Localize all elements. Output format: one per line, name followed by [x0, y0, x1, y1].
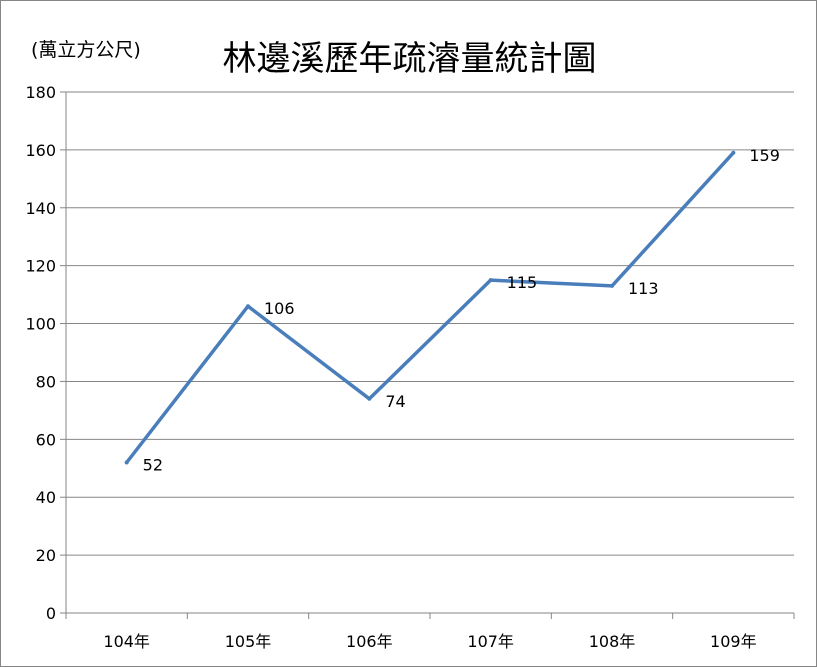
data-point	[731, 150, 736, 155]
data-point	[246, 304, 250, 309]
y-tick-label: 80	[36, 372, 56, 391]
chart-title: 林邊溪歷年疏濬量統計圖	[222, 39, 597, 79]
data-label: 113	[628, 279, 659, 298]
data-label: 159	[749, 146, 780, 165]
y-tick-label: 160	[25, 141, 56, 160]
x-tick-label: 107年	[467, 632, 514, 651]
y-unit-label: (萬立方公尺)	[31, 39, 141, 61]
data-label: 115	[507, 273, 538, 292]
data-label: 52	[143, 455, 163, 474]
series-line	[124, 151, 736, 465]
y-tick-label: 100	[25, 315, 56, 334]
x-tick-label: 104年	[103, 632, 150, 651]
data-point	[367, 396, 372, 401]
y-tick-label: 180	[25, 83, 56, 102]
y-tick-label: 40	[36, 488, 56, 507]
data-point	[124, 460, 129, 465]
y-tick-label: 20	[36, 546, 56, 565]
y-tick-label: 60	[36, 430, 56, 449]
data-label: 74	[385, 392, 405, 411]
x-tick-label: 109年	[710, 632, 757, 651]
data-label: 106	[264, 299, 295, 318]
x-tick-label: 105年	[225, 632, 272, 651]
y-tick-label: 0	[46, 604, 56, 623]
x-tick-label: 106年	[346, 632, 393, 651]
x-tick-label: 108年	[589, 632, 636, 651]
data-point	[610, 283, 614, 288]
y-tick-label: 120	[25, 257, 56, 276]
y-tick-label: 140	[25, 199, 56, 218]
data-point	[488, 278, 493, 283]
